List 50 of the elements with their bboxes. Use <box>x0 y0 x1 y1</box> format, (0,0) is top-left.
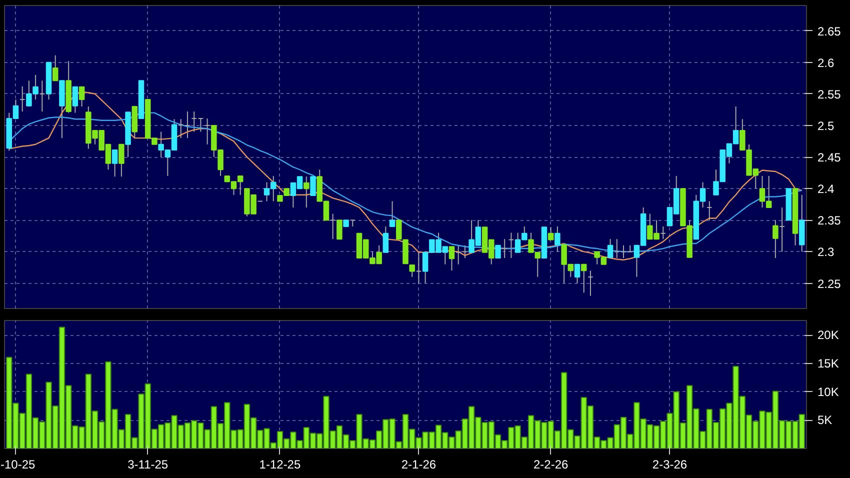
y-tick-label: 2.45 <box>818 150 842 164</box>
x-tick-label: -10-25 <box>0 458 36 472</box>
candlestick <box>462 244 468 258</box>
y-tick-label: 20K <box>818 328 839 342</box>
y-tick-label: 10K <box>818 384 839 399</box>
candlestick <box>706 200 712 221</box>
y-tick-label: 2.4 <box>818 182 835 196</box>
candlestick <box>310 176 316 196</box>
candlestick <box>52 54 58 82</box>
x-tick-label: 1-12-25 <box>259 458 301 472</box>
candlestick <box>554 226 560 252</box>
candlestick <box>39 80 46 112</box>
candlestick <box>204 118 210 145</box>
candlestick <box>779 207 785 252</box>
y-tick-label: 5K <box>818 413 832 428</box>
candlestick <box>416 252 422 284</box>
candlestick <box>112 150 118 178</box>
y-tick-label: 15K <box>818 356 839 371</box>
candlestick <box>330 213 336 240</box>
candlestick <box>382 226 389 253</box>
candlestick <box>72 86 78 114</box>
candlestick <box>580 264 587 294</box>
x-tick-label: 2-2-26 <box>533 458 569 472</box>
candlestick <box>304 176 310 208</box>
candlestick <box>19 86 26 112</box>
candlestick <box>502 238 508 258</box>
candlestick <box>118 144 124 178</box>
y-tick-label: 2.25 <box>818 276 842 291</box>
candlestick <box>455 244 462 265</box>
candlestick <box>191 111 197 132</box>
candlestick <box>548 226 554 240</box>
y-tick-label: 2.3 <box>818 245 835 260</box>
candlestick <box>78 86 85 107</box>
y-tick-label: 2.5 <box>818 118 835 133</box>
x-tick-label: 2-3-26 <box>652 458 688 472</box>
y-tick-label: 2.55 <box>818 87 842 102</box>
candlestick <box>350 220 356 227</box>
candlestick <box>198 118 204 132</box>
candlestick <box>660 226 666 240</box>
candlestick <box>588 270 594 296</box>
candlestick <box>389 200 396 227</box>
y-tick-label: 2.35 <box>818 214 842 228</box>
x-tick-label: 2-1-26 <box>401 458 436 472</box>
candlestick <box>336 220 342 240</box>
y-tick-label: 2.65 <box>818 24 842 38</box>
x-tick-label: 3-11-25 <box>128 458 168 472</box>
candlestick <box>508 232 514 258</box>
candlestick <box>574 264 580 284</box>
candlestick <box>495 244 501 258</box>
y-tick-label: 2.6 <box>818 56 835 70</box>
